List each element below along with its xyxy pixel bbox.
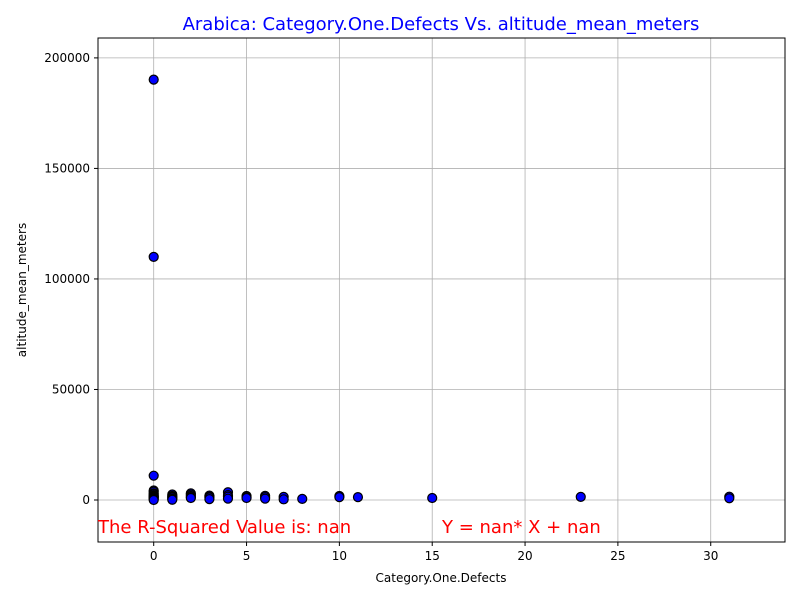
r-squared-annotation: The R-Squared Value is: nan [97, 517, 351, 538]
x-tick-label: 0 [150, 549, 158, 563]
data-point [352, 492, 364, 503]
x-tick-label: 20 [517, 549, 532, 563]
data-point [241, 492, 252, 504]
x-axis-ticks: 0 5 10 15 20 25 30 [150, 542, 718, 563]
data-point [148, 74, 159, 85]
data-point [204, 494, 215, 505]
data-point [575, 491, 586, 503]
data-point [185, 492, 196, 504]
regression-equation-annotation: Y = nan* X + nan [441, 517, 601, 538]
data-point [148, 251, 159, 262]
data-point [167, 494, 178, 505]
y-axis-ticks: 0 50000 100000 150000 200000 [44, 51, 98, 507]
plot-frame [97, 37, 786, 543]
data-point [260, 493, 271, 504]
y-tick-label: 0 [82, 493, 90, 507]
x-tick-label: 25 [610, 549, 625, 563]
grid-lines [98, 38, 785, 542]
x-tick-label: 30 [703, 549, 718, 563]
x-tick-label: 5 [243, 549, 251, 563]
y-tick-label: 50000 [52, 382, 90, 396]
y-tick-label: 200000 [44, 51, 90, 65]
y-tick-label: 150000 [44, 161, 90, 175]
data-point [724, 493, 735, 504]
data-point [427, 492, 438, 504]
x-axis-label: Category.One.Defects [376, 571, 507, 585]
chart-title: Arabica: Category.One.Defects Vs. altitu… [183, 14, 700, 35]
data-point [334, 492, 345, 503]
y-tick-label: 100000 [44, 272, 90, 286]
data-point [297, 493, 308, 504]
data-point [148, 494, 159, 506]
data-points [148, 74, 735, 506]
x-tick-label: 10 [332, 549, 347, 563]
y-axis-label: altitude_mean_meters [15, 223, 29, 357]
data-point [278, 494, 289, 505]
x-tick-label: 15 [425, 549, 440, 563]
data-point [148, 470, 159, 481]
data-point [222, 493, 234, 504]
